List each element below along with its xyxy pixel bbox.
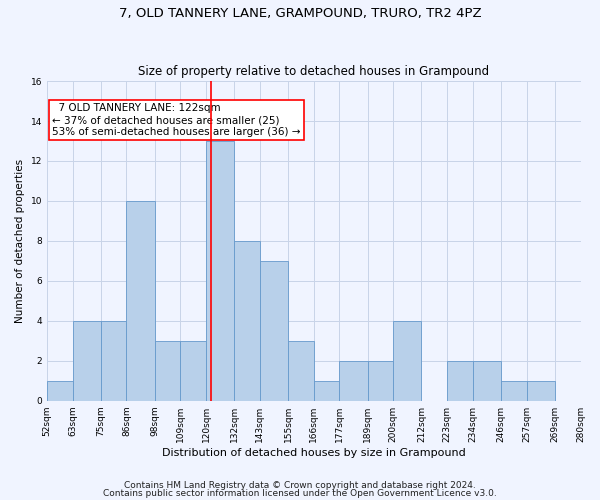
Bar <box>101 321 127 400</box>
Bar <box>340 361 368 401</box>
Bar <box>314 380 340 400</box>
X-axis label: Distribution of detached houses by size in Grampound: Distribution of detached houses by size … <box>162 448 466 458</box>
Bar <box>73 321 101 400</box>
Text: 7 OLD TANNERY LANE: 122sqm  
← 37% of detached houses are smaller (25)
53% of se: 7 OLD TANNERY LANE: 122sqm ← 37% of deta… <box>52 104 301 136</box>
Bar <box>447 361 473 401</box>
Bar <box>47 380 73 400</box>
Bar <box>527 380 555 400</box>
Text: 7, OLD TANNERY LANE, GRAMPOUND, TRURO, TR2 4PZ: 7, OLD TANNERY LANE, GRAMPOUND, TRURO, T… <box>119 8 481 20</box>
Text: Contains public sector information licensed under the Open Government Licence v3: Contains public sector information licen… <box>103 489 497 498</box>
Bar <box>234 241 260 400</box>
Bar <box>260 261 288 400</box>
Bar <box>393 321 421 400</box>
Bar <box>288 341 314 400</box>
Bar <box>181 341 206 400</box>
Bar <box>473 361 501 401</box>
Y-axis label: Number of detached properties: Number of detached properties <box>15 159 25 323</box>
Bar <box>581 380 600 400</box>
Text: Contains HM Land Registry data © Crown copyright and database right 2024.: Contains HM Land Registry data © Crown c… <box>124 480 476 490</box>
Title: Size of property relative to detached houses in Grampound: Size of property relative to detached ho… <box>138 66 489 78</box>
Bar <box>206 141 234 401</box>
Bar <box>368 361 393 401</box>
Bar <box>501 380 527 400</box>
Bar <box>127 201 155 400</box>
Bar <box>155 341 181 400</box>
